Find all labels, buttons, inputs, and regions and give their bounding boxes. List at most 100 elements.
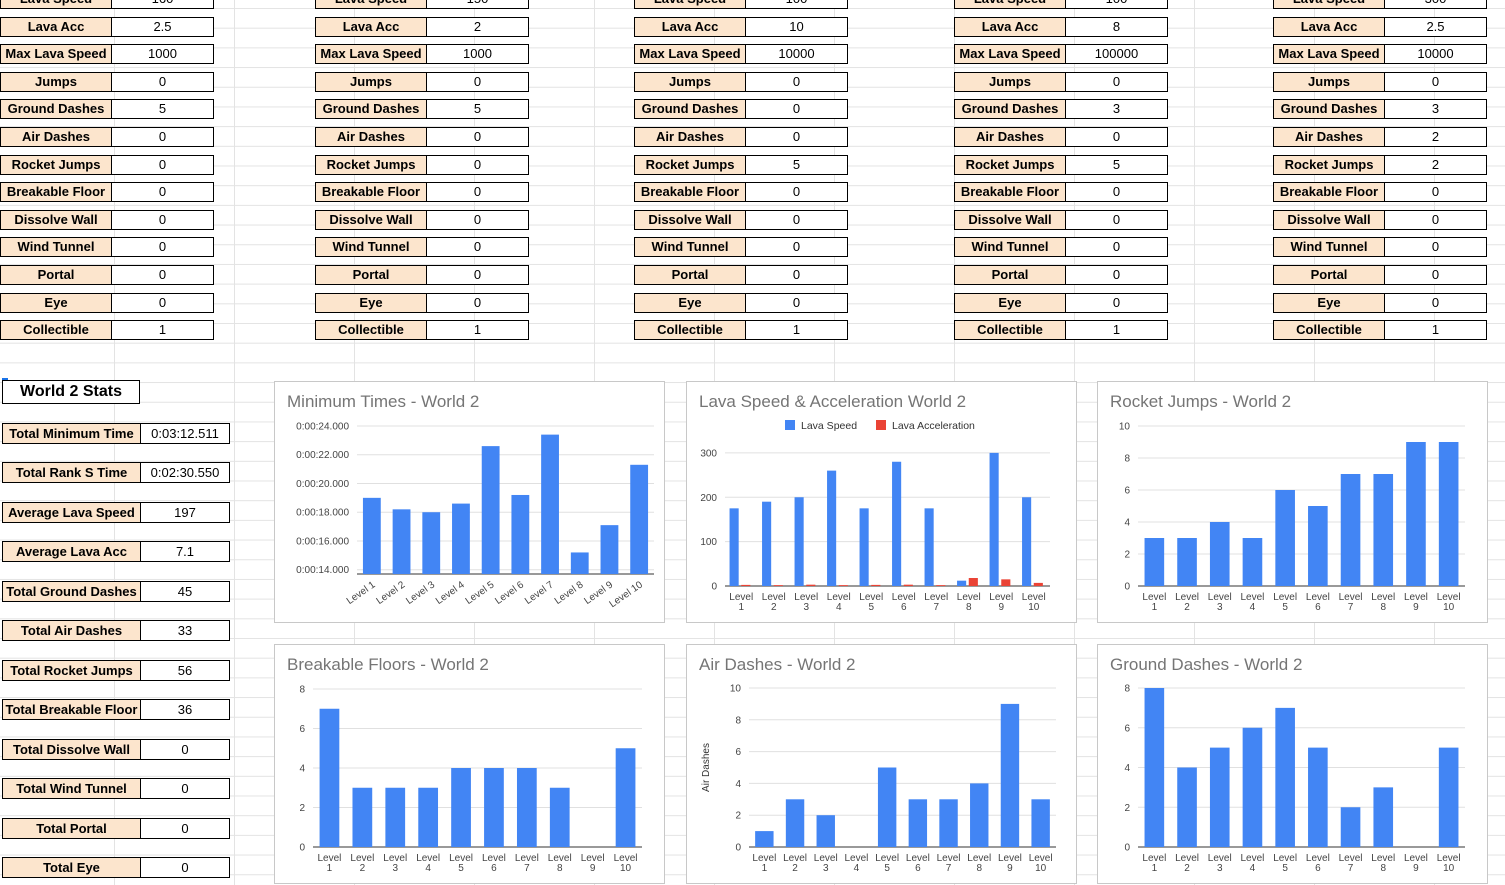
config-value-cell[interactable]: 10 <box>746 16 848 37</box>
config-value-cell[interactable]: 0 <box>1385 182 1487 203</box>
config-value-cell[interactable]: 0 <box>746 99 848 120</box>
config-label-cell[interactable]: Lava Acc <box>315 16 427 37</box>
config-value-cell[interactable]: 1000 <box>427 44 529 65</box>
config-label-cell[interactable]: Air Dashes <box>315 126 427 147</box>
config-value-cell[interactable]: 0 <box>427 264 529 285</box>
config-value-cell[interactable]: 5 <box>1066 154 1168 175</box>
config-value-cell[interactable]: 0 <box>1066 209 1168 230</box>
stat-value-cell[interactable]: 0 <box>141 817 230 839</box>
config-value-cell[interactable]: 0 <box>746 209 848 230</box>
config-value-cell[interactable]: 2 <box>1385 126 1487 147</box>
stat-value-cell[interactable]: 0 <box>141 856 230 878</box>
stat-value-cell[interactable]: 33 <box>141 620 230 642</box>
config-label-cell[interactable]: Air Dashes <box>1273 126 1385 147</box>
config-label-cell[interactable]: Wind Tunnel <box>0 237 112 258</box>
config-value-cell[interactable]: 0 <box>746 71 848 92</box>
stat-value-cell[interactable]: 0:03:12.511 <box>141 423 230 444</box>
config-value-cell[interactable]: 1000 <box>112 44 214 65</box>
config-value-cell[interactable]: 1 <box>112 320 214 341</box>
config-label-cell[interactable]: Collectible <box>634 320 746 341</box>
config-label-cell[interactable]: Eye <box>634 292 746 313</box>
config-label-cell[interactable]: Eye <box>315 292 427 313</box>
stat-value-cell[interactable]: 0:02:30.550 <box>141 462 230 484</box>
config-label-cell[interactable]: Lava Acc <box>1273 16 1385 37</box>
config-value-cell[interactable]: 0 <box>112 71 214 92</box>
config-value-cell[interactable]: 0 <box>112 154 214 175</box>
config-value-cell[interactable]: 0 <box>746 264 848 285</box>
config-label-cell[interactable]: Air Dashes <box>954 126 1066 147</box>
config-label-cell[interactable]: Lava Acc <box>954 16 1066 37</box>
config-label-cell[interactable]: Wind Tunnel <box>315 237 427 258</box>
stat-label-cell[interactable]: Total Breakable Floor <box>2 699 141 721</box>
config-value-cell[interactable]: 0 <box>112 237 214 258</box>
config-value-cell[interactable]: 0 <box>427 71 529 92</box>
config-label-cell[interactable]: Portal <box>315 264 427 285</box>
config-value-cell[interactable]: 3 <box>1385 99 1487 120</box>
config-label-cell[interactable]: Collectible <box>315 320 427 341</box>
config-label-cell[interactable]: Lava Speed <box>0 0 112 9</box>
config-label-cell[interactable]: Portal <box>954 264 1066 285</box>
config-value-cell[interactable]: 100 <box>1066 0 1168 9</box>
stat-label-cell[interactable]: Total Portal <box>2 817 141 839</box>
chart-breakable-floors[interactable]: Breakable Floors - World 2 0 2 4 6 8 Level 1 Le… <box>274 644 665 884</box>
config-label-cell[interactable]: Portal <box>1273 264 1385 285</box>
config-label-cell[interactable]: Dissolve Wall <box>634 209 746 230</box>
config-label-cell[interactable]: Max Lava Speed <box>954 44 1066 65</box>
stat-value-cell[interactable]: 45 <box>141 580 230 602</box>
config-label-cell[interactable]: Wind Tunnel <box>634 237 746 258</box>
config-value-cell[interactable]: 100 <box>746 0 848 9</box>
stat-label-cell[interactable]: Average Lava Acc <box>2 541 141 563</box>
config-label-cell[interactable]: Dissolve Wall <box>0 209 112 230</box>
config-value-cell[interactable]: 300 <box>1385 0 1487 9</box>
config-label-cell[interactable]: Lava Speed <box>1273 0 1385 9</box>
world-stats-title[interactable]: World 2 Stats <box>2 380 140 404</box>
config-value-cell[interactable]: 0 <box>1385 292 1487 313</box>
config-value-cell[interactable]: 0 <box>427 237 529 258</box>
config-value-cell[interactable]: 0 <box>112 126 214 147</box>
config-label-cell[interactable]: Rocket Jumps <box>1273 154 1385 175</box>
config-label-cell[interactable]: Max Lava Speed <box>0 44 112 65</box>
config-value-cell[interactable]: 10000 <box>746 44 848 65</box>
config-label-cell[interactable]: Collectible <box>0 320 112 341</box>
config-label-cell[interactable]: Collectible <box>954 320 1066 341</box>
config-label-cell[interactable]: Eye <box>1273 292 1385 313</box>
config-value-cell[interactable]: 5 <box>746 154 848 175</box>
config-value-cell[interactable]: 0 <box>427 209 529 230</box>
config-value-cell[interactable]: 1 <box>427 320 529 341</box>
config-label-cell[interactable]: Dissolve Wall <box>954 209 1066 230</box>
config-value-cell[interactable]: 8 <box>1066 16 1168 37</box>
config-label-cell[interactable]: Lava Speed <box>634 0 746 9</box>
config-value-cell[interactable]: 0 <box>1066 237 1168 258</box>
stat-label-cell[interactable]: Total Eye <box>2 856 141 878</box>
config-label-cell[interactable]: Ground Dashes <box>1273 99 1385 120</box>
config-label-cell[interactable]: Breakable Floor <box>634 182 746 203</box>
stat-value-cell[interactable]: 36 <box>141 699 230 721</box>
config-value-cell[interactable]: 2 <box>427 16 529 37</box>
config-value-cell[interactable]: 0 <box>1066 182 1168 203</box>
config-value-cell[interactable]: 100000 <box>1066 44 1168 65</box>
config-value-cell[interactable]: 0 <box>112 292 214 313</box>
config-value-cell[interactable]: 1 <box>746 320 848 341</box>
config-value-cell[interactable]: 0 <box>112 182 214 203</box>
config-label-cell[interactable]: Air Dashes <box>634 126 746 147</box>
config-label-cell[interactable]: Rocket Jumps <box>634 154 746 175</box>
config-label-cell[interactable]: Jumps <box>315 71 427 92</box>
config-value-cell[interactable]: 0 <box>112 209 214 230</box>
config-label-cell[interactable]: Breakable Floor <box>954 182 1066 203</box>
config-value-cell[interactable]: 3 <box>1066 99 1168 120</box>
config-label-cell[interactable]: Rocket Jumps <box>954 154 1066 175</box>
config-label-cell[interactable]: Portal <box>0 264 112 285</box>
config-label-cell[interactable]: Wind Tunnel <box>954 237 1066 258</box>
config-label-cell[interactable]: Lava Speed <box>315 0 427 9</box>
config-label-cell[interactable]: Air Dashes <box>0 126 112 147</box>
config-value-cell[interactable]: 0 <box>1066 292 1168 313</box>
config-label-cell[interactable]: Dissolve Wall <box>1273 209 1385 230</box>
config-value-cell[interactable]: 0 <box>746 126 848 147</box>
chart-lava-speed-acceleration[interactable]: Lava Speed & Acceleration World 2 0 100 20… <box>686 381 1077 623</box>
config-label-cell[interactable]: Lava Speed <box>954 0 1066 9</box>
config-value-cell[interactable]: 1 <box>1066 320 1168 341</box>
config-label-cell[interactable]: Jumps <box>0 71 112 92</box>
config-label-cell[interactable]: Rocket Jumps <box>0 154 112 175</box>
chart-rocket-jumps[interactable]: Rocket Jumps - World 2 0 2 4 6 8 10 Level 1 Leve… <box>1097 381 1488 623</box>
stat-label-cell[interactable]: Total Rocket Jumps <box>2 659 141 681</box>
